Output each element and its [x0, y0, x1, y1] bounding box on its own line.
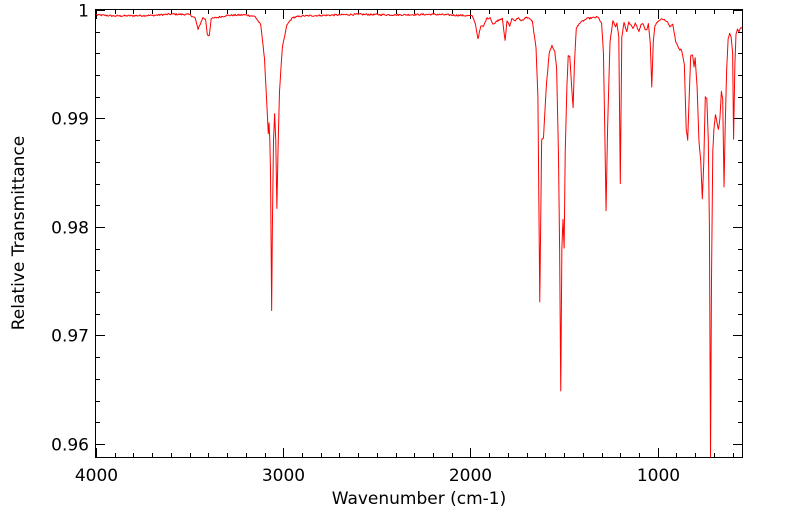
x-axis-title: Wavenumber (cm-1) [332, 489, 507, 509]
x-tick-label: 1000 [637, 466, 680, 486]
plot-area [95, 9, 743, 458]
y-tick-label: 0.99 [51, 110, 89, 130]
y-tick-label: 0.96 [51, 436, 89, 456]
x-tick-labels: 4000 3000 2000 1000 [75, 466, 680, 486]
spectrum-line [95, 12, 743, 458]
x-tick-label: 3000 [262, 466, 305, 486]
x-tick-label: 2000 [449, 466, 492, 486]
major-ticks [96, 10, 742, 457]
y-tick-label: 0.97 [51, 327, 89, 347]
y-tick-label: 0.98 [51, 219, 89, 239]
y-tick-label: 1 [78, 2, 89, 22]
y-axis-title: Relative Transmittance [9, 136, 29, 331]
y-tick-labels: 1 0.99 0.98 0.97 0.96 [51, 2, 89, 456]
x-tick-label: 4000 [75, 466, 118, 486]
